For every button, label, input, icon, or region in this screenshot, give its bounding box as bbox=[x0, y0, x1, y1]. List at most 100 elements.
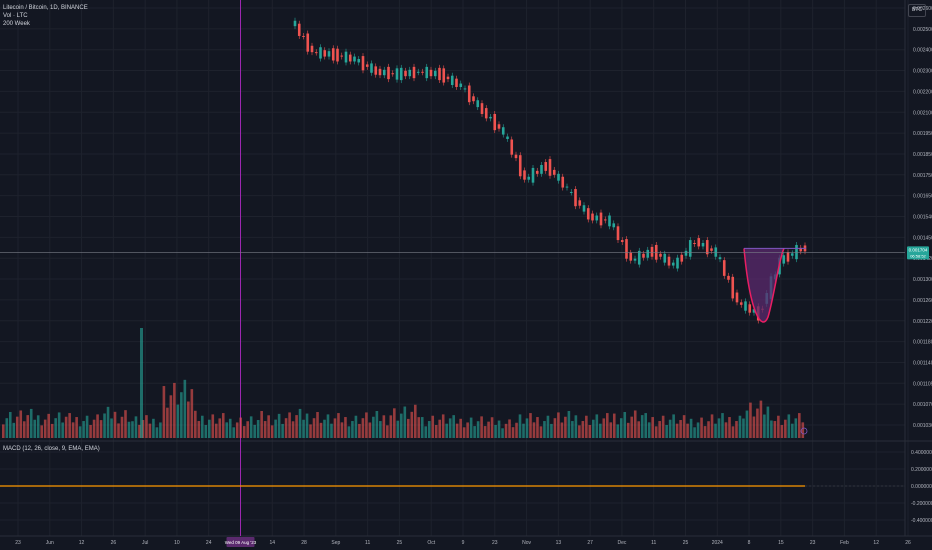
volume-bar bbox=[22, 421, 26, 438]
volume-bar bbox=[85, 415, 89, 438]
price-candle bbox=[693, 242, 696, 244]
volume-bar bbox=[319, 422, 323, 438]
volume-bar bbox=[766, 406, 770, 438]
volume-bar bbox=[263, 421, 267, 438]
volume-bar bbox=[651, 417, 654, 438]
price-candle bbox=[629, 252, 633, 261]
price-tick-label: 0.001036 bbox=[913, 423, 932, 429]
volume-bar bbox=[626, 422, 630, 438]
volume-bar bbox=[522, 423, 525, 438]
volume-bar bbox=[675, 423, 679, 438]
price-candle bbox=[578, 200, 582, 206]
volume-bar bbox=[640, 415, 644, 438]
volume-bar bbox=[504, 423, 508, 438]
volume-bar bbox=[693, 427, 696, 438]
volume-bar bbox=[368, 422, 372, 438]
price-candle bbox=[586, 208, 590, 220]
price-candle bbox=[348, 54, 352, 62]
price-candle bbox=[782, 255, 786, 264]
volume-legend[interactable]: Vol · LTC bbox=[3, 13, 28, 19]
volume-bar bbox=[277, 413, 281, 438]
price-candle bbox=[591, 213, 594, 221]
macd-legend[interactable]: MACD (12, 26, close, 9, EMA, EMA) bbox=[3, 446, 100, 452]
volume-bar bbox=[82, 421, 85, 438]
volume-bar bbox=[679, 420, 682, 438]
volume-bar bbox=[386, 425, 389, 438]
volume-bar bbox=[214, 423, 218, 438]
price-candle bbox=[374, 66, 378, 75]
volume-bar bbox=[623, 412, 627, 438]
price-tick-label: 0.001850 bbox=[913, 152, 932, 158]
volume-bar bbox=[406, 418, 410, 438]
time-axis-label: 27 bbox=[587, 540, 593, 546]
volume-bar bbox=[612, 413, 616, 438]
time-axis-label: 10 bbox=[174, 540, 180, 546]
volume-bar bbox=[92, 419, 96, 438]
volume-bar bbox=[61, 422, 64, 438]
time-axis-label: Sep bbox=[331, 540, 340, 546]
price-candle bbox=[582, 205, 586, 212]
volume-bar bbox=[207, 419, 211, 438]
price-candle bbox=[438, 67, 441, 81]
volume-bar bbox=[113, 411, 117, 438]
price-candle bbox=[625, 239, 628, 259]
volume-bar bbox=[309, 424, 312, 438]
volume-bar bbox=[543, 421, 546, 438]
price-candle bbox=[459, 83, 463, 87]
volume-bar bbox=[33, 419, 37, 438]
price-candle bbox=[510, 139, 514, 155]
price-candle bbox=[565, 186, 569, 188]
current-price-countdown: 06:58:52 bbox=[910, 253, 926, 258]
price-tick-label: 0.002500 bbox=[913, 27, 932, 33]
indicator-legend[interactable]: 200 Week bbox=[3, 21, 30, 27]
volume-bar bbox=[445, 423, 448, 438]
volume-bar bbox=[138, 424, 141, 438]
volume-bar bbox=[64, 416, 68, 438]
volume-bar bbox=[787, 414, 791, 438]
volume-bar bbox=[358, 423, 361, 438]
volume-bar bbox=[609, 422, 613, 438]
volume-bar bbox=[647, 422, 651, 438]
price-candle bbox=[391, 73, 395, 75]
price-candle bbox=[387, 66, 390, 80]
volume-bar bbox=[347, 426, 351, 438]
volume-bar bbox=[595, 414, 599, 438]
volume-bar bbox=[204, 425, 208, 438]
volume-bar bbox=[700, 417, 703, 438]
volume-bar bbox=[724, 422, 728, 438]
volume-bar bbox=[333, 418, 337, 438]
volume-bar bbox=[145, 415, 148, 438]
currency-button[interactable]: BTC bbox=[908, 4, 926, 17]
time-axis-label: Nov bbox=[522, 540, 531, 546]
volume-bar bbox=[784, 419, 787, 438]
volume-bar bbox=[714, 423, 717, 438]
symbol-legend[interactable]: Litecoin / Bitcoin, 1D, BINANCE bbox=[3, 5, 88, 11]
volume-bar bbox=[166, 407, 169, 438]
volume-bar bbox=[578, 425, 581, 438]
price-candle bbox=[323, 50, 327, 57]
price-candle bbox=[650, 246, 654, 257]
price-candle bbox=[527, 176, 531, 180]
price-candle bbox=[484, 108, 488, 119]
price-candle bbox=[306, 33, 310, 52]
volume-bar bbox=[47, 413, 50, 438]
volume-bar bbox=[515, 422, 518, 438]
macd-tick-label: -0.400000 bbox=[911, 518, 932, 524]
volume-bar bbox=[777, 415, 780, 438]
time-axis-label: 12 bbox=[79, 540, 85, 546]
time-axis-label: Dec bbox=[617, 540, 626, 546]
volume-bar bbox=[469, 417, 473, 438]
volume-bar bbox=[211, 414, 215, 438]
volume-bar bbox=[361, 418, 365, 438]
volume-bar bbox=[682, 415, 686, 438]
volume-bar bbox=[417, 417, 421, 438]
volume-bar bbox=[434, 425, 438, 438]
volume-bar bbox=[567, 410, 571, 438]
volume-bar bbox=[239, 417, 243, 438]
volume-bar bbox=[36, 415, 40, 438]
price-candle bbox=[365, 64, 369, 67]
price-candle bbox=[480, 103, 484, 114]
volume-bar bbox=[131, 421, 134, 438]
volume-bar bbox=[455, 423, 459, 438]
